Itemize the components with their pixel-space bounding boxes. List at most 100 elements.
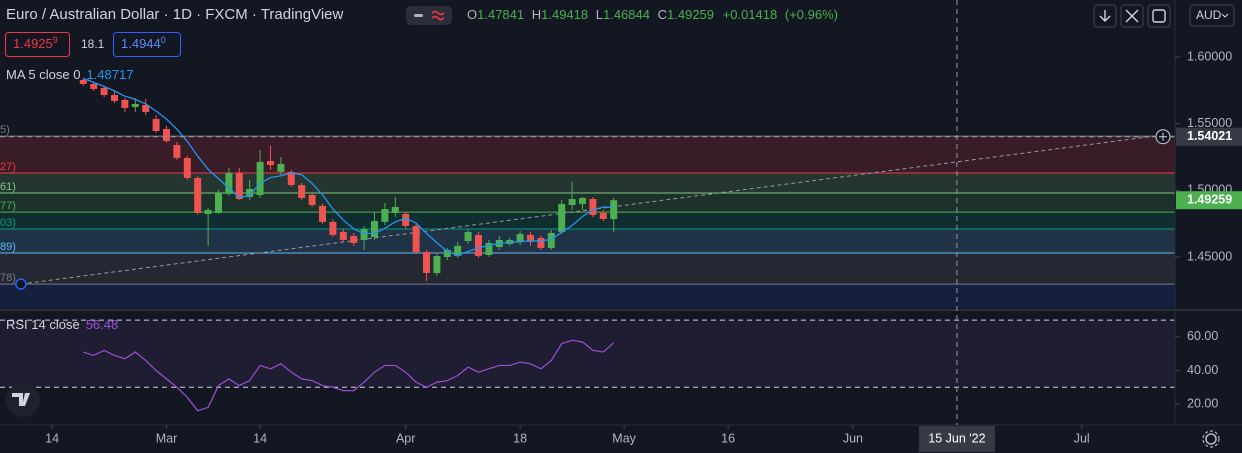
candle-body bbox=[339, 231, 347, 240]
ma-value: 1.48717 bbox=[86, 67, 133, 82]
ohlc-label: O bbox=[467, 7, 477, 22]
collapse-button[interactable] bbox=[1093, 4, 1117, 28]
candle-body bbox=[423, 251, 430, 273]
candle-body bbox=[173, 145, 181, 158]
candle-body bbox=[100, 87, 108, 95]
y-tick-label: 1.60000 bbox=[1187, 49, 1232, 63]
candle-body bbox=[537, 237, 545, 248]
last-price-tag bbox=[1176, 191, 1242, 210]
candle-body bbox=[131, 103, 139, 107]
crosshair-date-tag bbox=[918, 426, 995, 452]
y-tick-label: 20.00 bbox=[1187, 396, 1218, 410]
candle-body bbox=[183, 157, 191, 178]
candle-body bbox=[527, 235, 534, 242]
candle-body bbox=[568, 199, 576, 205]
rsi-value: 56.48 bbox=[86, 317, 119, 332]
fib-label: 5) bbox=[0, 124, 10, 136]
x-tick-label: 16 bbox=[721, 431, 735, 445]
change: +0.01418 bbox=[723, 7, 778, 22]
chart-title: Euro / Australian Dollar · 1D · FXCM · T… bbox=[6, 6, 344, 23]
fib-label: 03) bbox=[0, 217, 16, 229]
maximize-button[interactable] bbox=[1120, 4, 1144, 28]
candle-body bbox=[152, 119, 160, 131]
candle-body bbox=[589, 199, 597, 215]
candle-body bbox=[433, 255, 441, 273]
candle-body bbox=[287, 171, 295, 185]
x-tick-label: Jun bbox=[843, 431, 863, 445]
fib-label: 89) bbox=[0, 241, 16, 253]
currency-button[interactable]: AUD bbox=[1189, 4, 1235, 27]
sell-pip: 9 bbox=[53, 35, 58, 45]
svg-text:1.49440: 1.49440 bbox=[121, 35, 166, 51]
trend-line bbox=[20, 135, 1155, 285]
candle-body bbox=[163, 129, 170, 141]
buy-price: 1.4944 bbox=[121, 36, 161, 51]
tradingview-logo bbox=[6, 383, 40, 417]
candle-body bbox=[381, 209, 389, 222]
currency: AUD bbox=[1196, 8, 1222, 22]
candle-body bbox=[464, 231, 472, 241]
crosshair-price-tag bbox=[1176, 127, 1242, 146]
candle-body bbox=[215, 193, 222, 213]
x-tick-label: Jul bbox=[1074, 431, 1090, 445]
candle-body bbox=[610, 200, 618, 220]
visibility-toggle[interactable] bbox=[406, 6, 452, 25]
fib-band bbox=[0, 284, 1175, 308]
ma-line bbox=[83, 77, 614, 257]
fib-label: 27) bbox=[0, 161, 16, 173]
rsi-name: RSI 14 close bbox=[6, 317, 80, 332]
last-price-label: 1.49259 bbox=[1187, 193, 1232, 207]
x-tick-label: May bbox=[612, 431, 636, 445]
candle-body bbox=[267, 161, 274, 165]
y-tick-label: 60.00 bbox=[1187, 329, 1218, 343]
candle-body bbox=[454, 245, 462, 256]
candle-body bbox=[475, 235, 482, 256]
candle-body bbox=[402, 213, 410, 226]
ohlc-value: 1.49418 bbox=[541, 7, 588, 22]
restore-button[interactable] bbox=[1147, 4, 1171, 28]
candle-body bbox=[391, 207, 399, 213]
sell-button[interactable]: 1.49259 bbox=[5, 32, 70, 57]
ma-legend: MA 5 close 0 1.48717 bbox=[6, 67, 133, 82]
candle-body bbox=[204, 209, 212, 214]
price-pane: 5) 27) 61) 77) 03) 89) 78) bbox=[0, 77, 1175, 308]
candle-body bbox=[547, 233, 555, 248]
ohlc-header: O1.47841 H1.49418 L1.46844 C1.49259 +0.0… bbox=[467, 7, 838, 22]
candle-body bbox=[371, 221, 378, 237]
buy-pip: 0 bbox=[161, 35, 166, 45]
candle-body bbox=[329, 221, 337, 235]
axes: 1.600001.550001.500001.450001.492591.540… bbox=[45, 0, 1242, 452]
rsi-legend: RSI 14 close 56.48 bbox=[6, 317, 118, 332]
fib-band bbox=[0, 173, 1175, 193]
ma-name: MA 5 close 0 bbox=[6, 67, 80, 82]
crosshair-date-label: 15 Jun '22 bbox=[928, 431, 985, 445]
y-tick-label: 40.00 bbox=[1187, 363, 1218, 377]
ohlc-value: 1.47841 bbox=[477, 7, 524, 22]
fib-band bbox=[0, 229, 1175, 253]
candle-body bbox=[90, 83, 98, 89]
crosshair-price-label: 1.54021 bbox=[1187, 129, 1232, 143]
x-tick-label: 14 bbox=[45, 431, 59, 445]
add-alert-plus bbox=[1159, 132, 1167, 141]
candle-body bbox=[319, 205, 326, 222]
ohlc-value: 1.49259 bbox=[667, 7, 714, 22]
candle-body bbox=[308, 195, 316, 205]
sell-price: 1.4925 bbox=[13, 36, 53, 51]
ohlc-label: H bbox=[532, 7, 541, 22]
candle-body bbox=[256, 161, 264, 195]
candle-body bbox=[443, 249, 451, 257]
candle-body bbox=[225, 173, 233, 194]
fib-label: 61) bbox=[0, 181, 16, 193]
buy-button[interactable]: 1.49440 bbox=[113, 32, 181, 57]
settings-button[interactable] bbox=[1202, 430, 1220, 448]
candle-body bbox=[350, 235, 358, 243]
x-tick-label: Mar bbox=[156, 431, 178, 445]
ohlc-label: C bbox=[658, 7, 667, 22]
x-tick-label: Apr bbox=[396, 431, 415, 445]
svg-text:1.49259: 1.49259 bbox=[13, 35, 58, 51]
trend-anchor bbox=[15, 278, 27, 290]
fib-label: 78) bbox=[0, 272, 16, 284]
